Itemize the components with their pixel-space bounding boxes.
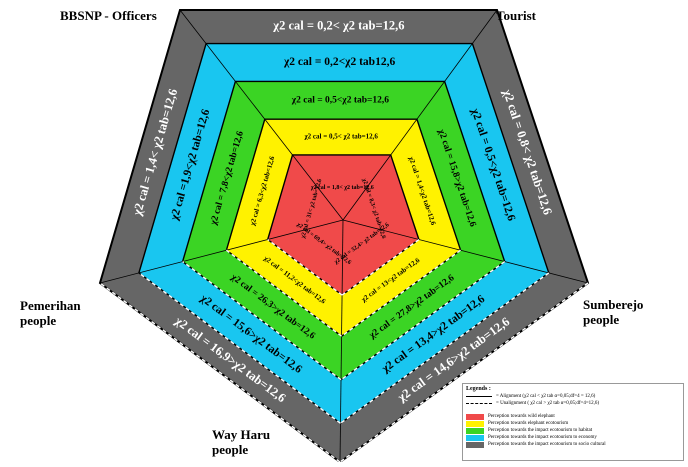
ring-label-green-top: χ2 cal = 0,5<χ2 tab=12,6 [291, 95, 390, 105]
legend-item: Perception towards wild elephant [466, 413, 680, 420]
ring-label-blue-top: χ2 cal = 0,2<χ2 tab12,6 [283, 56, 396, 68]
legend-swatch [466, 427, 484, 434]
unaligned-edge [225, 249, 342, 337]
unaligned-edge [341, 249, 462, 337]
legend-swatch [466, 434, 484, 441]
legend: Legends : = Alignment (χ2 cal < χ2 tab α… [462, 383, 684, 461]
corner-label-tourist: Tourist [496, 8, 536, 23]
unaligned-edge [267, 238, 343, 296]
legend-swatch [466, 420, 484, 427]
unaligned-edge [182, 261, 342, 381]
legend-swatch [466, 441, 484, 448]
corner-label-bbsnp-officers: BBSNP - Officers [60, 8, 157, 23]
unaligned-edge [99, 282, 341, 463]
corner-label-way-haru-people: Way Haru people [212, 427, 271, 457]
unaligned-edge [339, 282, 589, 463]
radial-divider [179, 9, 344, 221]
legend-line-dashed: = Unalignment ( χ2 cal > χ2 tab α=0,05;d… [466, 400, 680, 407]
legend-title: Legends : [466, 386, 491, 392]
radial-divider [342, 9, 498, 221]
corner-label-pemerihan-people: Pemerihan people [20, 298, 81, 328]
unaligned-edge [340, 272, 550, 424]
legend-item: Perception towards the impact ecotourism… [466, 427, 680, 434]
unaligned-edge [341, 238, 420, 296]
radial-divider [99, 219, 344, 284]
radial-divider [342, 219, 589, 284]
unaligned-edge [340, 261, 506, 381]
legend-item: Perception towards the impact ecotourism… [466, 434, 680, 441]
corner-label-sumberejo-people: Sumberejo people [583, 297, 644, 327]
legend-item: Perception towards elephant ecotourism [466, 420, 680, 427]
ring-label-red-top: χ2 cal = 1,8< χ2 tab=12,6 [310, 185, 374, 191]
ring-label-yellow-top: χ2 cal = 0,5< χ2 tab=12,6 [303, 133, 378, 141]
ring-label-gray-top: χ2 cal = 0,2< χ2 tab=12,6 [272, 19, 404, 33]
legend-swatch [466, 413, 484, 420]
legend-item: Perception towards the impact ecotourism… [466, 441, 680, 448]
radial-divider [339, 219, 344, 463]
legend-line-solid: = Alignment (χ2 cal < χ2 tab α=0,05;df=4… [466, 393, 680, 400]
